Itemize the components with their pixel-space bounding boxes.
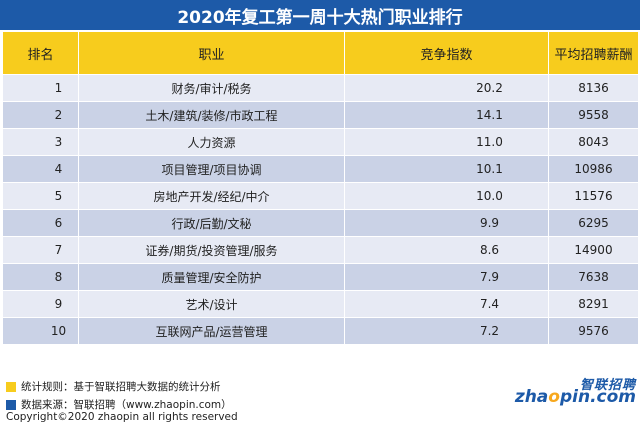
score-cell: 7.4 xyxy=(344,290,549,318)
salary-cell: 10986 xyxy=(548,155,639,183)
header-job: 职业 xyxy=(78,31,345,75)
blue-square-icon xyxy=(6,399,16,410)
score-cell: 7.9 xyxy=(344,263,549,291)
rank-cell: 10 xyxy=(2,317,79,345)
ranking-table: 排名 职业 竞争指数 平均招聘薪酬 1 财务/审计/税务 20.2 8136 2… xyxy=(2,31,639,345)
table-row: 9 艺术/设计 7.4 8291 xyxy=(2,290,639,318)
table-row: 4 项目管理/项目协调 10.1 10986 xyxy=(2,155,639,183)
score-cell: 10.1 xyxy=(344,155,549,183)
job-cell: 财务/审计/税务 xyxy=(78,74,345,102)
legend-source: 数据来源：智联招聘（www.zhaopin.com） xyxy=(6,397,232,412)
zhaopin-logo: 智联招聘 zhaopin.com xyxy=(500,374,636,408)
job-cell: 艺术/设计 xyxy=(78,290,345,318)
logo-cn-text: 智联招聘 xyxy=(579,378,636,393)
score-cell: 14.1 xyxy=(344,101,549,129)
table-row: 10 互联网产品/运营管理 7.2 9576 xyxy=(2,317,639,345)
salary-cell: 8136 xyxy=(548,74,639,102)
rank-cell: 9 xyxy=(2,290,79,318)
salary-cell: 7638 xyxy=(548,263,639,291)
score-cell: 11.0 xyxy=(344,128,549,156)
table-row: 7 证券/期货/投资管理/服务 8.6 14900 xyxy=(2,236,639,264)
rank-cell: 1 xyxy=(2,74,79,102)
table-header-row: 排名 职业 竞争指数 平均招聘薪酬 xyxy=(2,31,639,75)
score-cell: 20.2 xyxy=(344,74,549,102)
table-row: 6 行政/后勤/文秘 9.9 6295 xyxy=(2,209,639,237)
salary-cell: 11576 xyxy=(548,182,639,210)
logo-en-prefix: zha xyxy=(514,387,549,407)
copyright-text: Copyright©2020 zhaopin all rights reserv… xyxy=(6,411,238,423)
rank-cell: 5 xyxy=(2,182,79,210)
salary-cell: 9576 xyxy=(548,317,639,345)
logo-en-o: o xyxy=(548,387,560,407)
job-cell: 土木/建筑/装修/市政工程 xyxy=(78,101,345,129)
header-salary: 平均招聘薪酬 xyxy=(548,31,639,75)
table-row: 3 人力资源 11.0 8043 xyxy=(2,128,639,156)
rank-cell: 7 xyxy=(2,236,79,264)
salary-cell: 8043 xyxy=(548,128,639,156)
header-score: 竞争指数 xyxy=(344,31,549,75)
salary-cell: 8291 xyxy=(548,290,639,318)
score-cell: 7.2 xyxy=(344,317,549,345)
header-rank: 排名 xyxy=(2,31,79,75)
rank-cell: 6 xyxy=(2,209,79,237)
salary-cell: 9558 xyxy=(548,101,639,129)
table-row: 5 房地产开发/经纪/中介 10.0 11576 xyxy=(2,182,639,210)
score-cell: 9.9 xyxy=(344,209,549,237)
rank-cell: 4 xyxy=(2,155,79,183)
logo-en-suffix: pin.com xyxy=(559,387,636,407)
job-cell: 互联网产品/运营管理 xyxy=(78,317,345,345)
rule-text: 统计规则：基于智联招聘大数据的统计分析 xyxy=(21,381,221,393)
yellow-square-icon xyxy=(6,381,16,392)
source-text: 数据来源：智联招聘（www.zhaopin.com） xyxy=(21,399,232,411)
job-cell: 质量管理/安全防护 xyxy=(78,263,345,291)
rank-cell: 8 xyxy=(2,263,79,291)
rank-cell: 3 xyxy=(2,128,79,156)
salary-cell: 6295 xyxy=(548,209,639,237)
job-cell: 人力资源 xyxy=(78,128,345,156)
legend-rule: 统计规则：基于智联招聘大数据的统计分析 xyxy=(6,379,221,394)
table-row: 8 质量管理/安全防护 7.9 7638 xyxy=(2,263,639,291)
score-cell: 10.0 xyxy=(344,182,549,210)
job-cell: 项目管理/项目协调 xyxy=(78,155,345,183)
page-title: 2020年复工第一周十大热门职业排行 xyxy=(0,0,640,30)
rank-cell: 2 xyxy=(2,101,79,129)
job-cell: 行政/后勤/文秘 xyxy=(78,209,345,237)
table-row: 2 土木/建筑/装修/市政工程 14.1 9558 xyxy=(2,101,639,129)
score-cell: 8.6 xyxy=(344,236,549,264)
salary-cell: 14900 xyxy=(548,236,639,264)
table-row: 1 财务/审计/税务 20.2 8136 xyxy=(2,74,639,102)
logo-en-text: zhaopin.com xyxy=(515,387,636,407)
job-cell: 房地产开发/经纪/中介 xyxy=(78,182,345,210)
job-cell: 证券/期货/投资管理/服务 xyxy=(78,236,345,264)
